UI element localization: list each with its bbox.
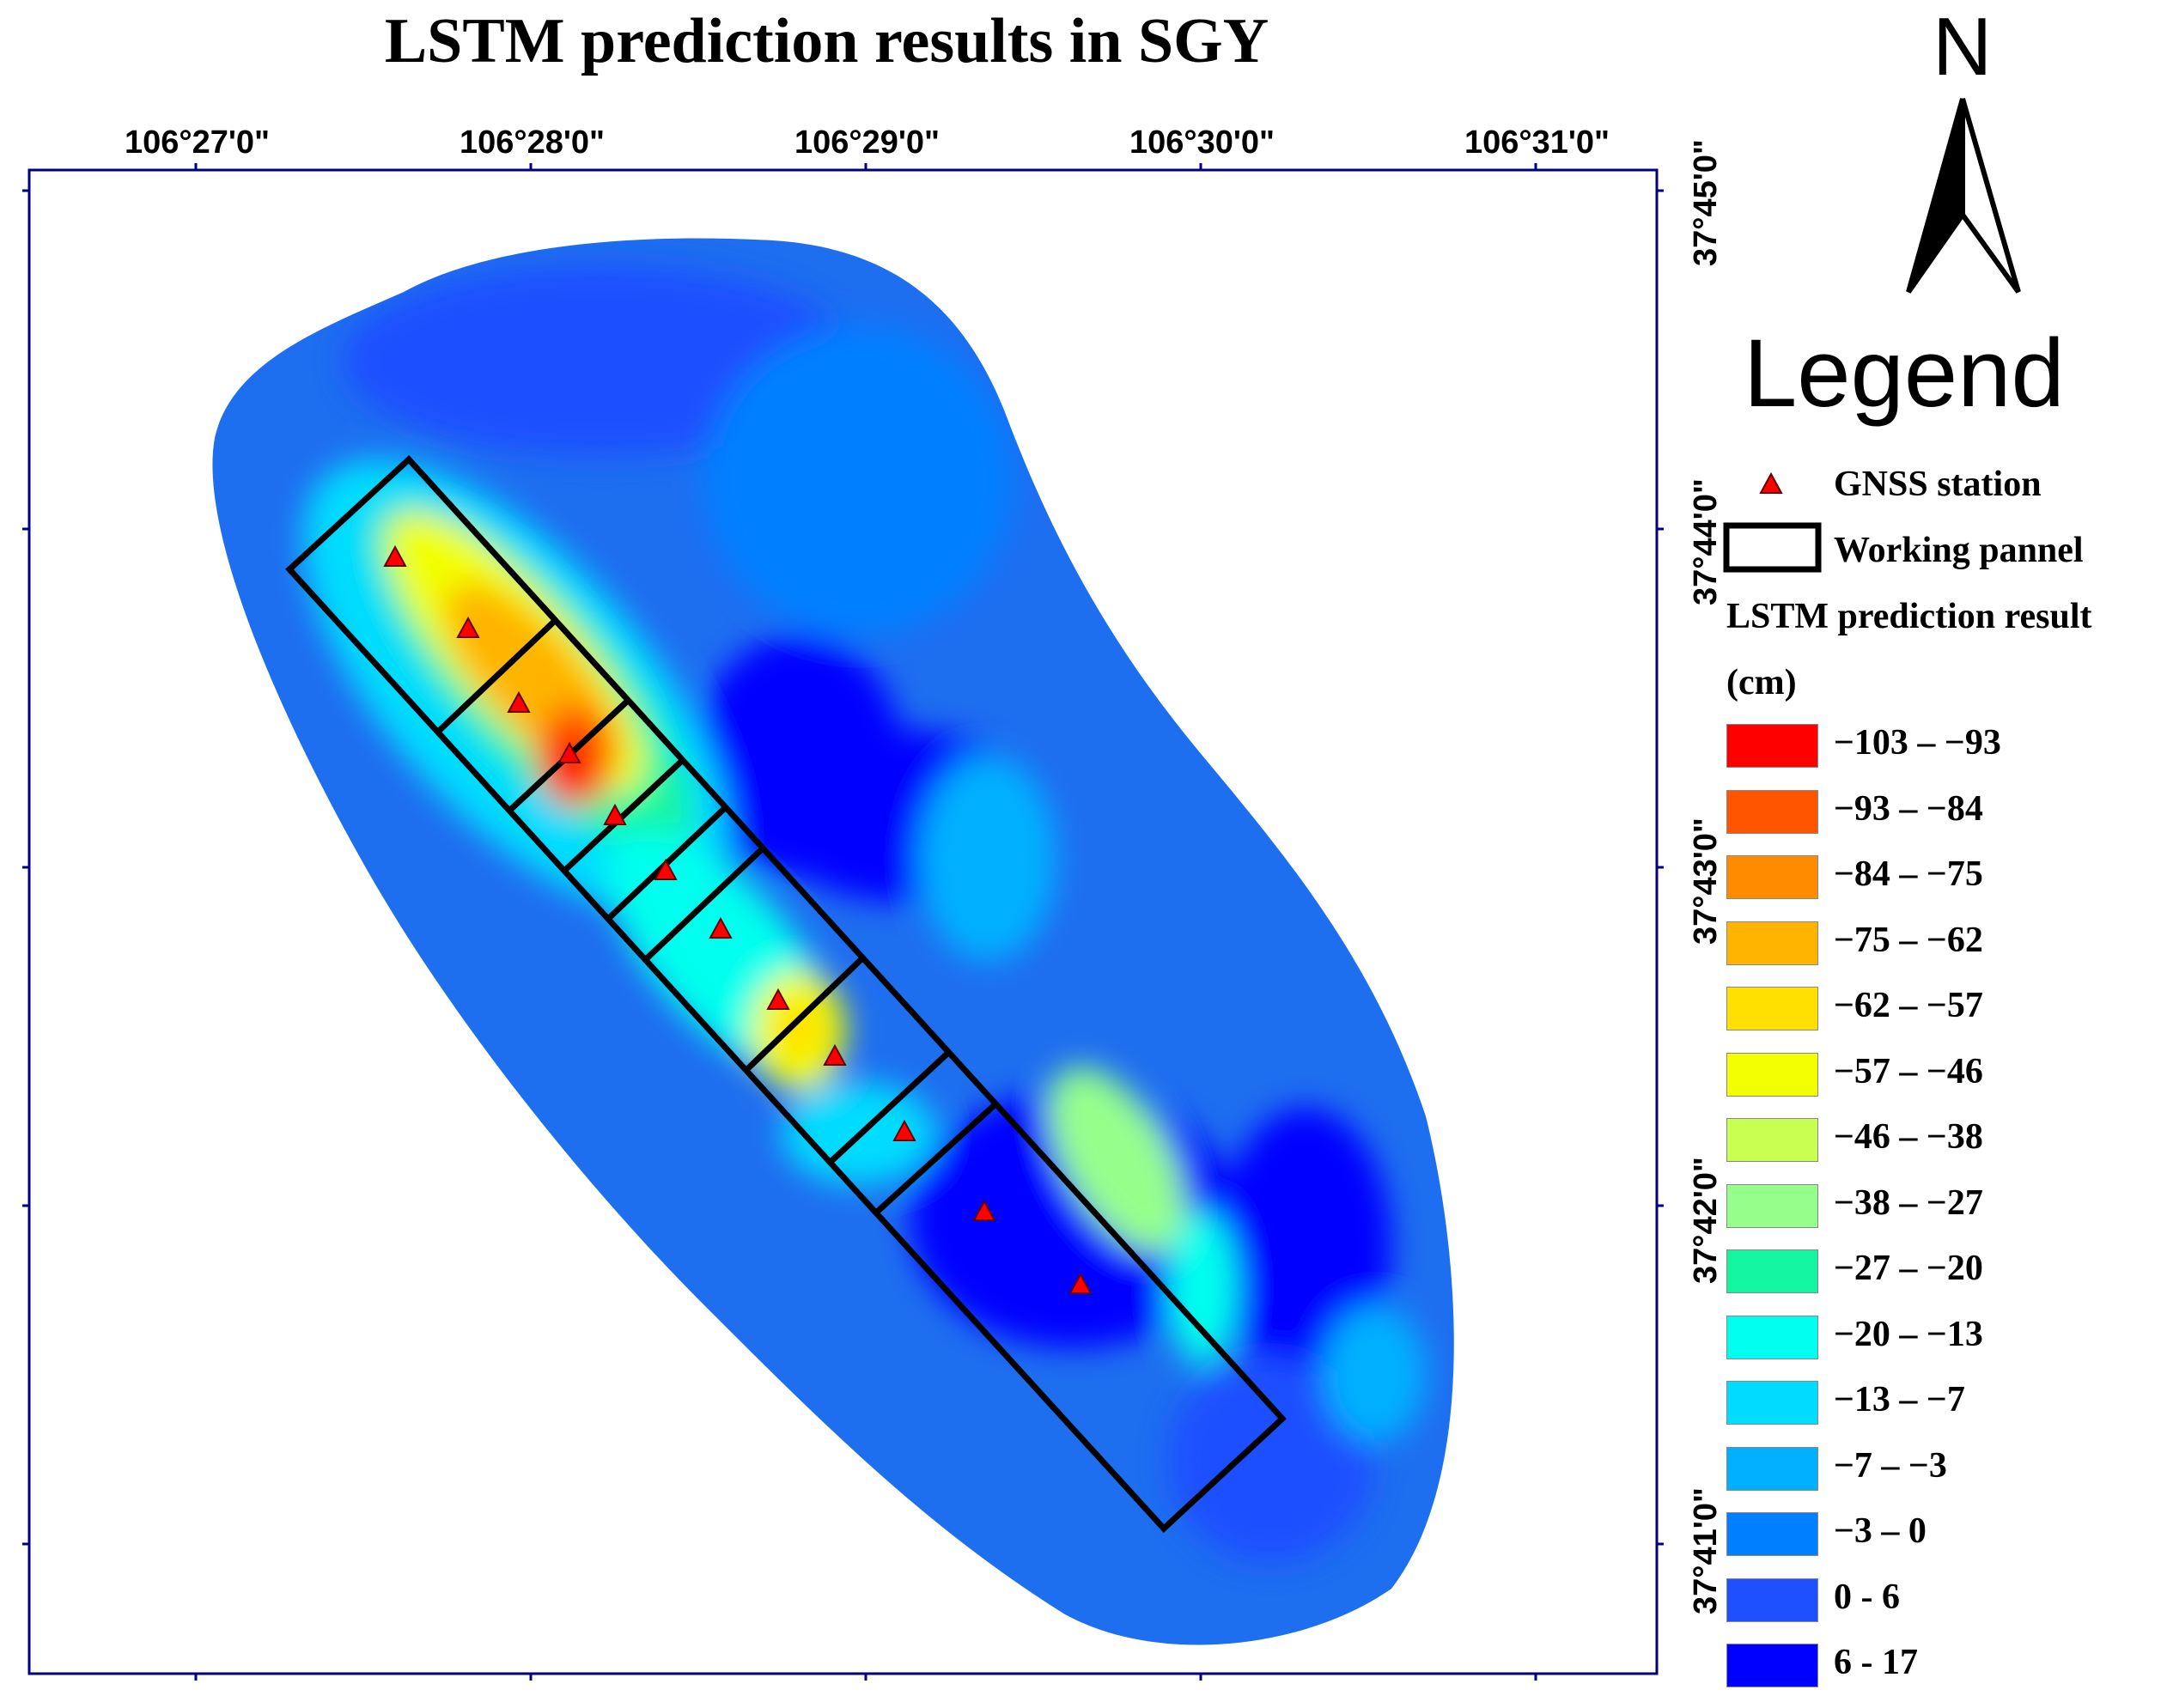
legend-swatch [1726,1644,1818,1687]
lon-tick-label: 106°29'0" [794,125,940,161]
legend-swatch [1726,855,1818,899]
map-title: LSTM prediction results in SGY [384,6,1269,76]
legend-swatch [1726,1052,1818,1097]
lat-tick-label: 37°44'0" [1688,478,1724,605]
legend-class-label: −27 – −20 [1834,1249,1983,1288]
legend-class-label: −84 – −75 [1834,854,1983,894]
legend-swatch [1726,1577,1818,1622]
gnss-station-marker [892,1119,916,1141]
gnss-station-marker [823,1043,847,1066]
gnss-station-marker [603,803,627,825]
gnss-station-marker [557,741,581,763]
legend-class-label: −75 – −62 [1834,920,1983,960]
lon-tick-label: 106°28'0" [460,125,606,161]
lat-tick-label: 37°45'0" [1688,139,1724,266]
legend-class-label: −93 – −84 [1834,788,1983,829]
legend-title: Legend [1744,319,2065,427]
panel-legend-label: Working pannel [1834,531,2084,570]
legend-swatch [1726,1315,1818,1359]
legend-swatch [1726,1118,1818,1162]
lat-tick-label: 37°43'0" [1688,818,1724,945]
panel-divider [745,955,866,1072]
legend-swatch [1726,1249,1818,1293]
axis-ticks [22,163,1664,1681]
panel-divider [562,757,685,873]
legend-class-label: −7 – −3 [1834,1445,1947,1486]
gnss-legend-label: GNSS station [1834,465,2042,504]
gnss-station-marker [972,1199,996,1221]
gnss-station-marker [654,858,678,880]
panel-divider [435,617,558,734]
subsidence-raster [212,238,1454,1645]
legend-swatch [1726,724,1818,768]
legend-class-label: 6 - 17 [1834,1643,1918,1682]
working-panel [285,455,1287,1533]
gnss-stations [383,544,1093,1294]
lat-tick-label: 37°41'0" [1688,1487,1724,1614]
gnss-station-marker [766,988,790,1010]
gnss-station-marker [709,916,733,939]
unit-legend-label: (cm) [1726,663,1797,702]
legend-class-label: −13 – −7 [1834,1380,1965,1419]
panel-divider [829,1049,952,1164]
legend-swatch [1726,987,1818,1030]
legend-class-label: −3 – 0 [1834,1511,1927,1551]
lon-tick-label: 106°31'0" [1464,125,1610,161]
legend-swatch [1726,789,1818,834]
gnss-station-marker [1068,1272,1093,1294]
legend-class-label: −38 – −27 [1834,1182,1983,1223]
legend-class-label: −46 – −38 [1834,1117,1983,1157]
gnss-station-marker [507,690,531,713]
lon-tick-label: 106°30'0" [1129,125,1275,161]
legend-class-label: −103 – −93 [1834,723,2001,763]
legend-class-label: 0 - 6 [1834,1577,1900,1617]
panel-legend-icon [1723,522,1822,573]
result-legend-label: LSTM prediction result [1726,597,2092,636]
gnss-station-marker [456,616,480,638]
legend-class-label: −62 – −57 [1834,986,1983,1025]
gnss-station-marker [383,544,407,567]
legend-swatch [1726,1183,1818,1228]
legend-swatch [1726,1381,1818,1425]
legend-swatch [1726,1512,1818,1556]
lon-tick-label: 106°27'0" [125,125,271,161]
north-label: N [1933,1,1993,93]
panel-divider [643,846,765,962]
legend-class-label: −20 – −13 [1834,1314,1983,1354]
lat-tick-label: 37°42'0" [1688,1157,1724,1284]
gnss-legend-icon [1759,471,1783,494]
panel-divider [872,1101,999,1217]
north-arrow-icon [1906,98,2021,294]
legend-swatch [1726,921,1818,965]
legend-swatch [1726,1446,1818,1491]
legend-class-label: −57 – −46 [1834,1051,1983,1091]
